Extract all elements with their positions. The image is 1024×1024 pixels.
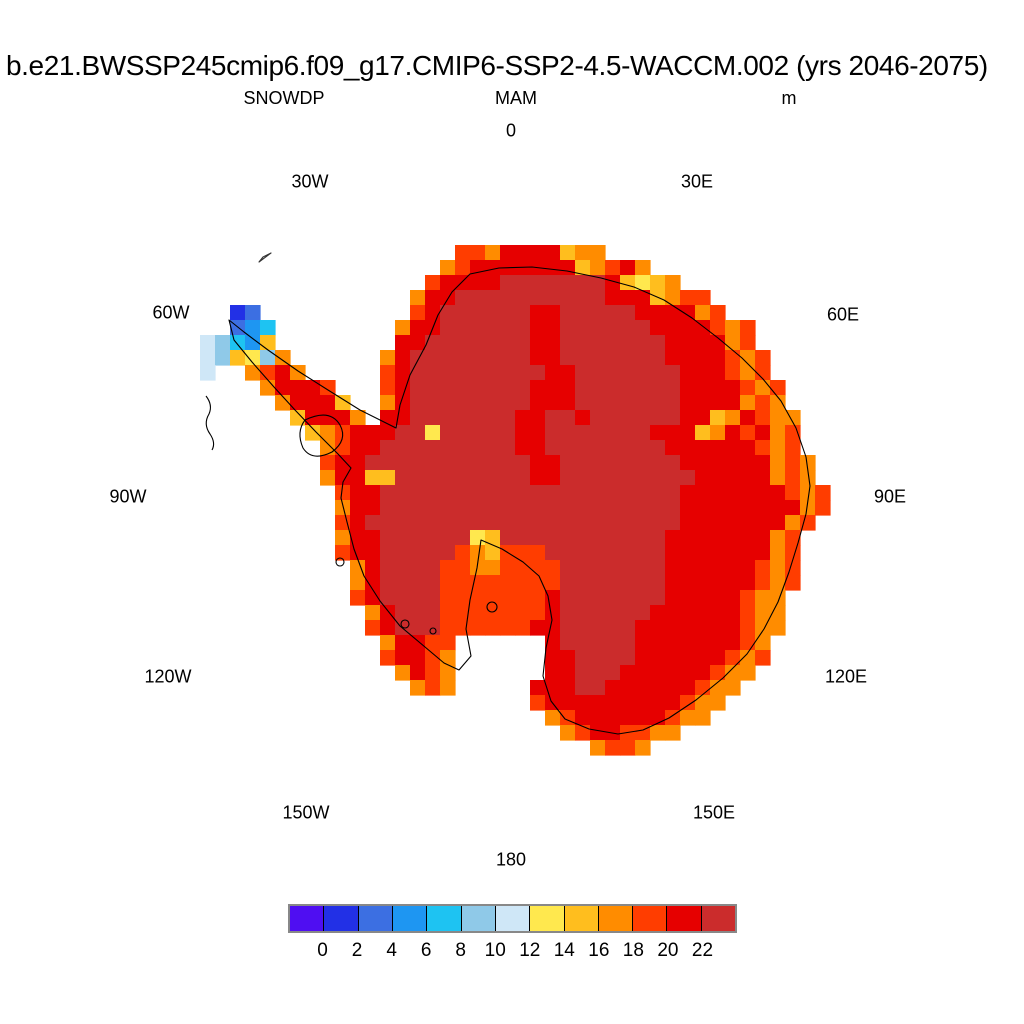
- lon-label-150E: 150E: [692, 802, 736, 823]
- colorbar-tick-18: 18: [622, 940, 644, 961]
- lon-label-90E: 90E: [873, 486, 907, 507]
- colorbar-segment-5: [460, 906, 495, 931]
- island-contour: [400, 619, 410, 629]
- colorbar-segment-10: [632, 906, 667, 931]
- subtitle-season: MAM: [495, 88, 537, 108]
- colorbar-tick-20: 20: [657, 940, 679, 961]
- colorbar-segment-6: [494, 906, 530, 931]
- colorbar-tick-22: 22: [691, 940, 714, 961]
- island-triangle-icon: [258, 252, 272, 263]
- snowdepth-cell-grid: [200, 245, 831, 756]
- island-contour: [429, 627, 437, 635]
- colorbar-tick-0: 0: [317, 940, 328, 961]
- coastline-inner-loop: [299, 414, 344, 457]
- lon-label-60W: 60W: [152, 302, 190, 323]
- colorbar-tick-2: 2: [351, 940, 363, 961]
- lon-label-120W: 120W: [144, 666, 192, 687]
- lon-label-60E: 60E: [826, 304, 860, 325]
- colorbar-tick-10: 10: [484, 940, 506, 961]
- lon-label-150W: 150W: [282, 802, 330, 823]
- colorbar-tick-12: 12: [519, 940, 541, 961]
- colorbar: [288, 904, 737, 933]
- lon-label-30E: 30E: [680, 171, 714, 192]
- colorbar-segment-0: [290, 906, 324, 931]
- colorbar-tick-4: 4: [386, 940, 397, 961]
- colorbar-segment-11: [666, 906, 701, 931]
- subtitle-variable: SNOWDP: [243, 88, 325, 108]
- colorbar-segment-8: [563, 906, 598, 931]
- colorbar-tick-14: 14: [553, 940, 575, 961]
- colorbar-segment-2: [357, 906, 392, 931]
- colorbar-tick-6: 6: [420, 940, 432, 961]
- colorbar-segment-4: [426, 906, 461, 931]
- colorbar-tick-16: 16: [588, 940, 610, 961]
- coastline-layer: [205, 252, 811, 735]
- subtitle-units: m: [781, 88, 797, 108]
- colorbar-segment-1: [323, 906, 358, 931]
- lon-label-30W: 30W: [291, 171, 329, 192]
- colorbar-segment-7: [529, 906, 564, 931]
- coastline-contour: [228, 266, 811, 735]
- colorbar-segment-12: [700, 906, 736, 931]
- plot-title: b.e21.BWSSP245cmip6.f09_g17.CMIP6-SSP2-4…: [6, 50, 988, 81]
- lon-label-0: 0: [505, 120, 517, 141]
- lon-label-120E: 120E: [824, 666, 868, 687]
- island-contour: [486, 601, 498, 613]
- island-contour: [335, 557, 345, 567]
- lon-label-180: 180: [495, 849, 527, 870]
- colorbar-segment-3: [391, 906, 427, 931]
- coastline-peninsula-islands: [205, 395, 215, 451]
- colorbar-segment-9: [597, 906, 633, 931]
- lon-label-90W: 90W: [109, 486, 147, 507]
- colorbar-tick-8: 8: [455, 940, 466, 961]
